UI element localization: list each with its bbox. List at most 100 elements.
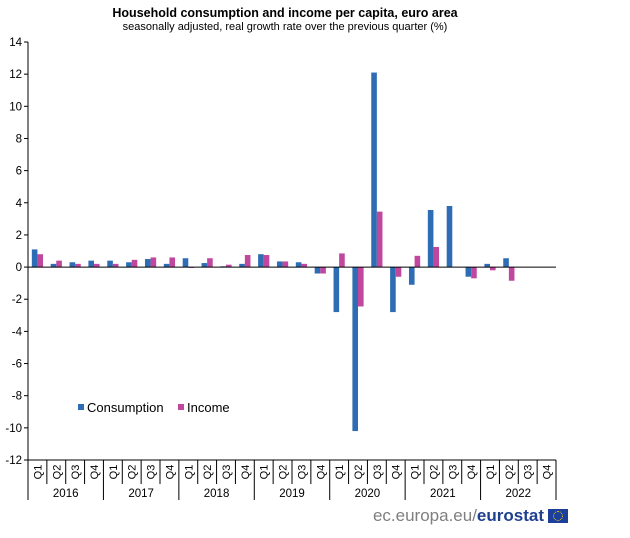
bar-income xyxy=(244,255,251,268)
y-tick-label: 12 xyxy=(9,69,22,81)
bar-consumption xyxy=(390,267,396,313)
quarter-label: Q1 xyxy=(183,465,195,480)
quarter-label: Q4 xyxy=(89,465,101,480)
quarter-label: Q3 xyxy=(70,465,82,480)
y-tick-label: -2 xyxy=(12,294,22,306)
year-label: 2017 xyxy=(128,488,154,500)
quarter-label: Q2 xyxy=(127,465,139,480)
bar-consumption xyxy=(163,263,170,268)
bar-income xyxy=(112,263,119,268)
bar-consumption xyxy=(333,267,340,313)
quarter-label: Q4 xyxy=(164,465,176,480)
year-label: 2022 xyxy=(505,488,531,500)
bar-income xyxy=(301,263,308,268)
y-tick-label: 0 xyxy=(16,262,22,274)
bar-income xyxy=(37,254,44,268)
bar-income xyxy=(131,259,138,268)
bar-consumption xyxy=(427,210,434,268)
y-tick-label: 8 xyxy=(16,133,22,145)
quarter-label: Q2 xyxy=(504,465,516,480)
branding-site: ec.europa.eu/ xyxy=(372,506,477,525)
quarter-label: Q1 xyxy=(410,465,422,480)
bar-income xyxy=(226,264,232,268)
bar-income xyxy=(490,267,496,271)
bar-consumption xyxy=(258,254,264,268)
y-tick-label: -4 xyxy=(12,326,23,338)
bar-consumption xyxy=(50,263,57,268)
y-tick-label: 6 xyxy=(16,166,22,178)
chart-title: Household consumption and income per cap… xyxy=(112,6,458,20)
chart-subtitle: seasonally adjusted, real growth rate ov… xyxy=(122,21,448,33)
bar-income xyxy=(169,257,176,268)
legend-swatch-consumption xyxy=(78,404,84,410)
bar-consumption xyxy=(126,262,132,268)
bar-consumption xyxy=(352,267,358,432)
bar-income xyxy=(376,211,383,268)
quarter-label: Q1 xyxy=(108,465,120,480)
legend-label-income: Income xyxy=(187,400,230,415)
y-tick-label: 2 xyxy=(16,230,22,242)
bar-consumption xyxy=(371,72,377,268)
quarter-label: Q4 xyxy=(391,465,403,480)
legend-swatch-income xyxy=(178,404,184,410)
bar-income xyxy=(508,267,515,281)
bar-income xyxy=(433,246,440,268)
bar-consumption xyxy=(182,258,189,268)
quarter-label: Q4 xyxy=(315,465,327,480)
bar-consumption xyxy=(107,260,113,268)
bar-consumption xyxy=(201,263,208,268)
year-label: 2016 xyxy=(53,488,79,500)
bar-income xyxy=(358,267,364,307)
quarter-label: Q3 xyxy=(372,465,384,480)
y-tick-label: 10 xyxy=(9,101,22,113)
bar-consumption xyxy=(484,263,490,268)
bar-income xyxy=(395,267,402,277)
quarter-label: Q1 xyxy=(334,465,346,480)
quarter-label: Q3 xyxy=(146,465,158,480)
quarter-label: Q2 xyxy=(202,465,214,480)
quarter-label: Q2 xyxy=(51,465,63,480)
quarter-label: Q4 xyxy=(466,465,478,480)
y-tick-label: -12 xyxy=(5,455,22,467)
y-tick-label: -10 xyxy=(5,423,22,435)
quarter-label: Q2 xyxy=(428,465,440,480)
y-tick-label: -8 xyxy=(12,391,22,403)
bar-income xyxy=(56,260,62,268)
bar-consumption xyxy=(88,260,94,268)
bar-income xyxy=(414,255,421,268)
bar-consumption xyxy=(446,205,453,268)
bar-consumption xyxy=(295,262,302,268)
bar-income xyxy=(471,267,477,279)
bar-consumption xyxy=(465,267,472,277)
bar-income xyxy=(150,257,157,268)
quarter-label: Q2 xyxy=(353,465,365,480)
bar-consumption xyxy=(69,262,76,268)
quarter-label: Q1 xyxy=(485,465,497,480)
y-tick-label: 4 xyxy=(16,198,23,210)
bar-consumption xyxy=(314,267,321,274)
bar-income xyxy=(339,253,345,268)
quarter-label: Q3 xyxy=(296,465,308,480)
quarter-label: Q2 xyxy=(278,465,290,480)
year-label: 2021 xyxy=(430,488,456,500)
y-tick-label: 14 xyxy=(9,37,22,49)
bar-consumption xyxy=(503,258,509,268)
bar-consumption xyxy=(239,263,245,268)
quarter-label: Q1 xyxy=(259,465,271,480)
quarter-label: Q3 xyxy=(447,465,459,480)
quarter-label: Q3 xyxy=(523,465,535,480)
quarter-label: Q4 xyxy=(542,465,554,480)
bar-income xyxy=(207,258,213,268)
bar-income xyxy=(94,263,100,268)
branding-name: eurostat xyxy=(476,506,544,525)
bar-consumption xyxy=(31,249,38,268)
quarter-label: Q3 xyxy=(221,465,233,480)
bar-consumption xyxy=(408,267,415,285)
eu-flag-icon xyxy=(548,509,568,523)
bar-income xyxy=(320,267,326,274)
bar-consumption xyxy=(144,259,151,268)
eurostat-branding: ec.europa.eu/ eurostat xyxy=(373,506,568,526)
year-label: 2020 xyxy=(355,488,381,500)
quarter-label: Q1 xyxy=(32,465,44,480)
